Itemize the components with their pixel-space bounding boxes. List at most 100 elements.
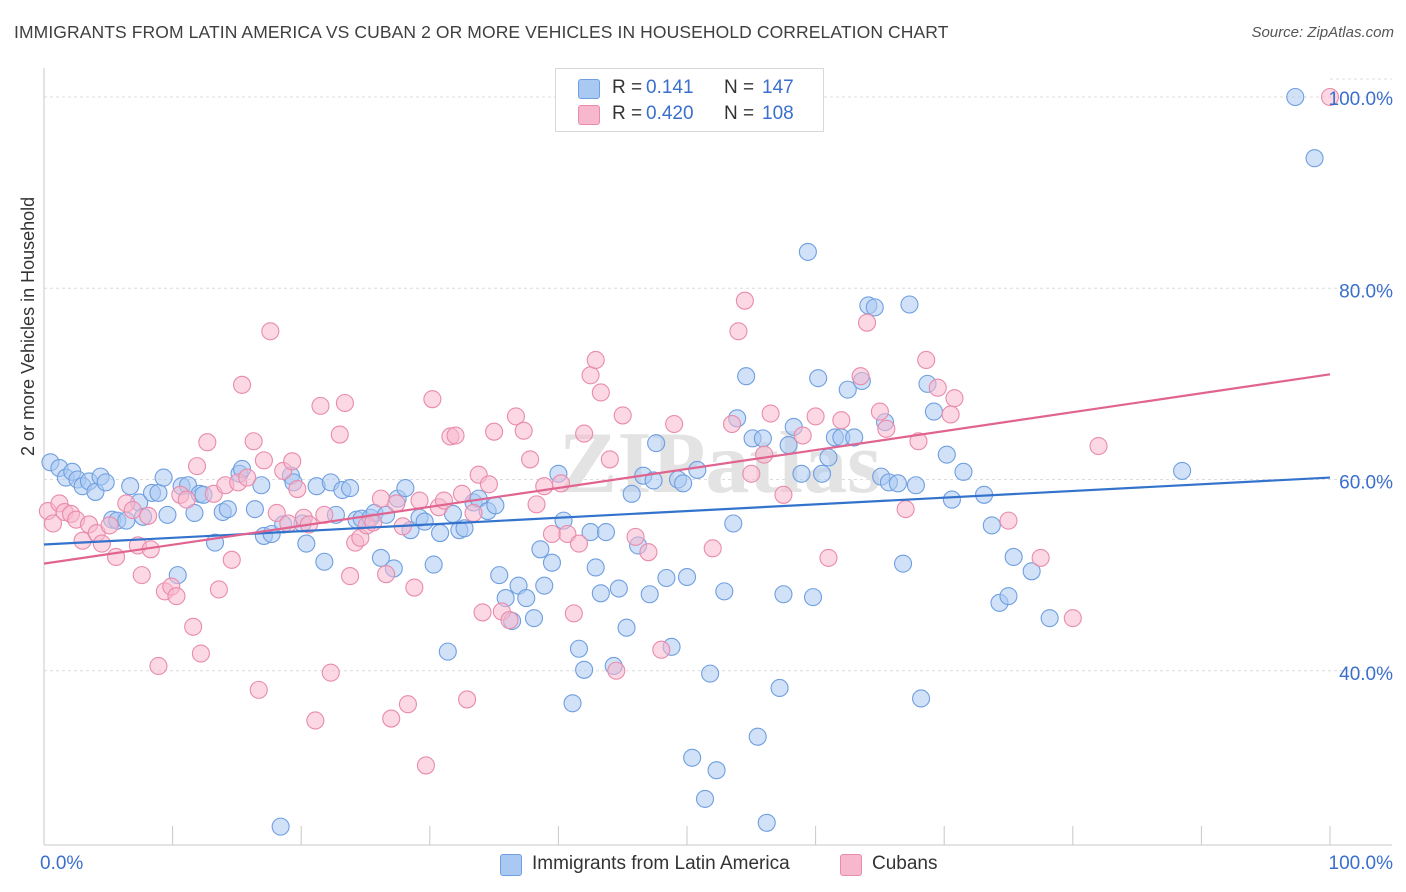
legend-r-label: R = (612, 77, 643, 98)
point-immigrants (803, 588, 823, 607)
point-cubans (92, 534, 111, 553)
point-cubans (123, 501, 142, 520)
point-cubans (335, 393, 354, 413)
point-cubans (139, 506, 158, 525)
point-cubans (607, 661, 626, 680)
point-immigrants (154, 468, 173, 487)
point-cubans (177, 490, 196, 509)
legend-n-value: 147 (762, 77, 794, 98)
point-immigrants (438, 642, 457, 661)
point-cubans (729, 322, 748, 341)
point-immigrants (888, 474, 907, 493)
x-axis-min-label: 0.0% (40, 853, 84, 874)
point-cubans (639, 543, 658, 562)
point-immigrants (158, 505, 177, 524)
legend-r-value: 0.141 (646, 77, 694, 98)
point-immigrants (617, 618, 636, 637)
point-cubans (387, 494, 406, 513)
point-immigrants (774, 585, 793, 604)
point-cubans (896, 500, 915, 519)
point-immigrants (688, 460, 707, 479)
point-immigrants (748, 727, 767, 746)
point-immigrants (185, 503, 204, 523)
point-cubans (742, 464, 761, 483)
point-cubans (761, 404, 780, 423)
point-cubans (514, 421, 533, 440)
point-cubans (238, 468, 257, 487)
bottom-legend-label-immigrants: Immigrants from Latin America (532, 853, 790, 874)
point-cubans (535, 477, 554, 496)
point-cubans (184, 617, 203, 636)
point-cubans (613, 406, 632, 425)
point-immigrants (524, 609, 544, 628)
point-cubans (1063, 609, 1082, 628)
point-immigrants (893, 554, 913, 573)
y-tick-label: 80.0% (1339, 281, 1393, 302)
point-immigrants (657, 568, 676, 588)
point-immigrants (677, 567, 697, 587)
point-cubans (132, 566, 151, 585)
point-immigrants (770, 678, 789, 698)
point-cubans (506, 407, 526, 426)
point-immigrants (575, 660, 594, 679)
point-cubans (232, 375, 252, 394)
point-immigrants (674, 474, 693, 493)
point-immigrants (96, 473, 115, 492)
point-cubans (209, 580, 228, 599)
point-cubans (735, 291, 754, 310)
point-immigrants (218, 500, 237, 519)
point-immigrants (640, 585, 659, 604)
point-cubans (244, 432, 263, 451)
legend-r-value: 0.420 (646, 103, 694, 124)
point-cubans (774, 485, 793, 504)
point-cubans (857, 313, 877, 332)
point-cubans (575, 424, 594, 443)
point-immigrants (396, 479, 415, 498)
point-immigrants (315, 552, 334, 571)
trend-line-cubans (43, 373, 1331, 565)
point-immigrants (809, 369, 828, 388)
stats-legend: R = 0.141 N = 147 R = 0.420 N = 108 (555, 68, 824, 132)
point-immigrants (757, 813, 776, 832)
point-cubans (586, 350, 605, 370)
point-cubans (479, 475, 499, 494)
legend-n-label: N = (724, 77, 755, 98)
point-immigrants (942, 490, 961, 509)
point-cubans (167, 587, 186, 606)
point-cubans (306, 711, 325, 730)
point-immigrants (701, 664, 720, 683)
point-cubans (819, 548, 838, 567)
point-immigrants (542, 553, 562, 572)
point-immigrants (1022, 562, 1041, 581)
point-immigrants (1305, 149, 1324, 168)
legend-swatch-immigrants (578, 79, 600, 99)
grid-lines (43, 68, 1392, 846)
point-immigrants (535, 576, 554, 595)
point-cubans (1089, 436, 1108, 456)
point-cubans (254, 451, 273, 470)
point-cubans (851, 367, 870, 386)
point-cubans (191, 644, 210, 663)
point-cubans (832, 411, 851, 430)
point-immigrants (644, 471, 663, 490)
point-cubans (564, 604, 583, 623)
point-cubans (722, 414, 742, 434)
point-cubans (222, 550, 241, 569)
point-cubans (1320, 87, 1340, 107)
point-immigrants (586, 558, 605, 577)
point-cubans (464, 503, 483, 523)
point-cubans (43, 514, 63, 533)
point-cubans (870, 402, 889, 421)
point-cubans (73, 531, 92, 550)
point-immigrants (715, 582, 734, 601)
y-tick-label: 100.0% (1329, 89, 1394, 110)
point-immigrants (912, 689, 931, 708)
point-immigrants (954, 462, 973, 481)
point-cubans (149, 656, 168, 676)
point-cubans (267, 503, 286, 523)
legend-n-value: 108 (762, 103, 794, 124)
point-immigrants (906, 476, 925, 495)
point-immigrants (455, 519, 474, 538)
point-cubans (665, 414, 684, 434)
point-cubans (288, 480, 307, 499)
